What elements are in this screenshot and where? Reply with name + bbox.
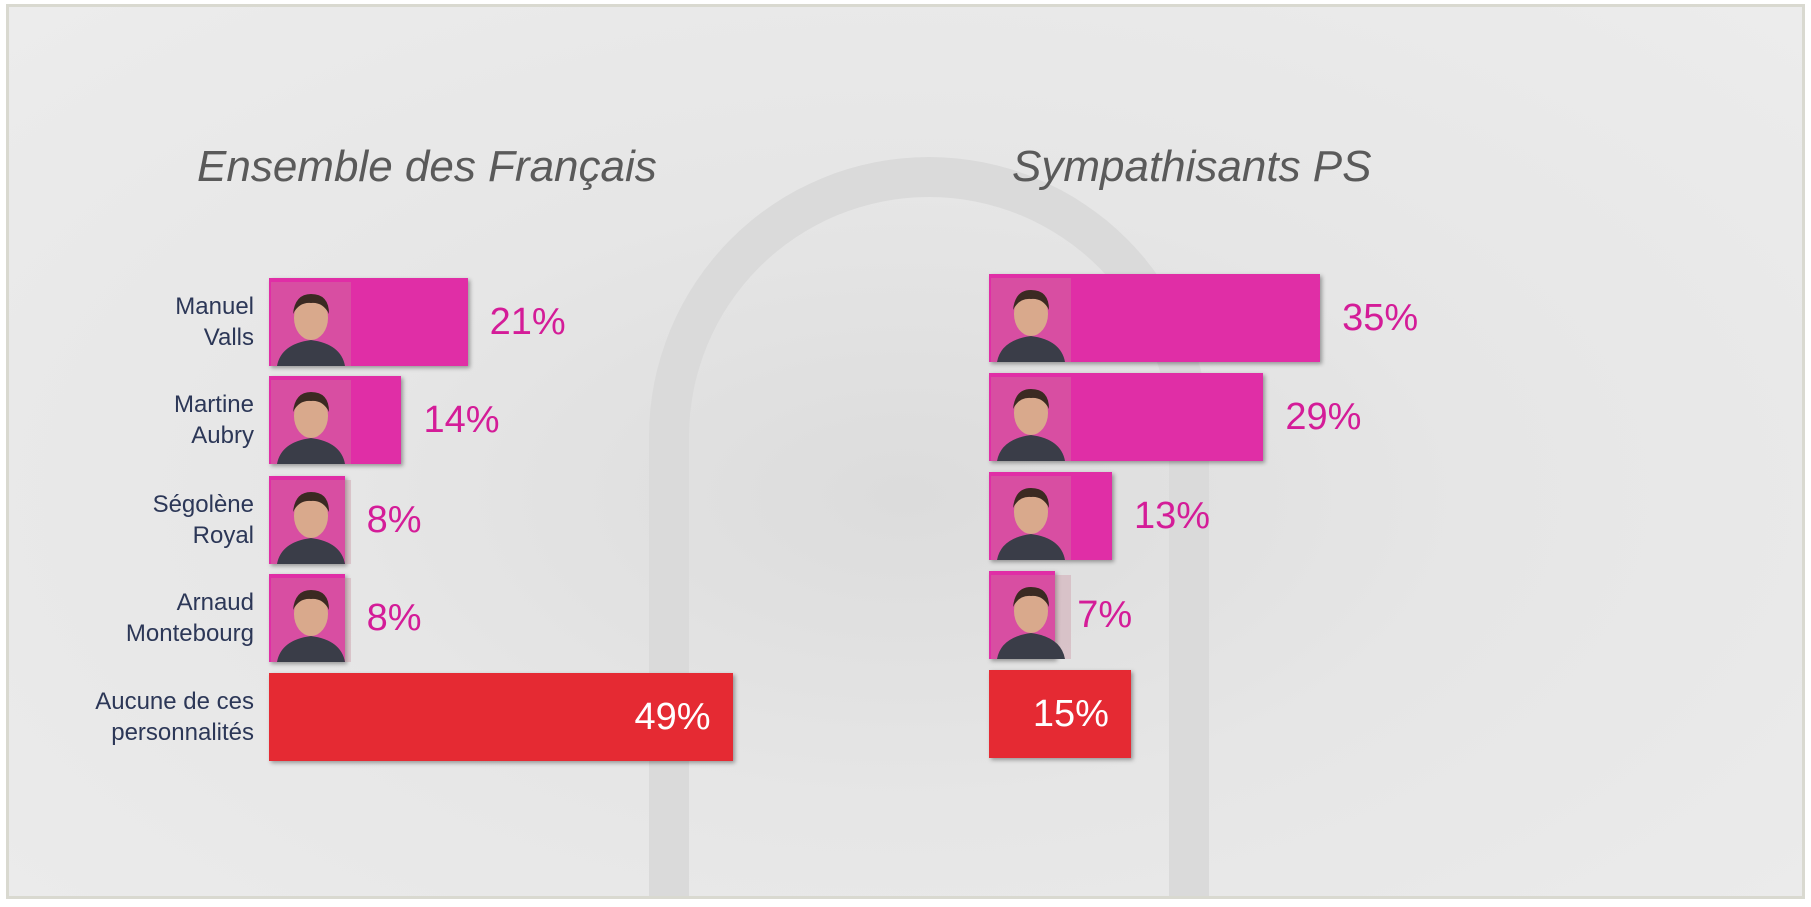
bar [269, 476, 351, 564]
value-label: 7% [1077, 594, 1133, 636]
portrait [271, 380, 351, 464]
bar [269, 376, 402, 464]
value-label: 13% [1133, 495, 1211, 537]
category-label: Aucune de ces personnalités [95, 688, 254, 746]
portrait [271, 282, 351, 366]
bar [269, 673, 733, 761]
portrait-figure [271, 380, 351, 464]
category-label: Ségolène Royal [152, 491, 254, 549]
category-label: Martine Aubry [173, 391, 254, 449]
bar [269, 278, 468, 366]
portrait-figure [271, 282, 351, 366]
bar [989, 274, 1321, 362]
category-label: Arnaud Montebourg [125, 589, 254, 647]
value-label: 8% [366, 597, 422, 639]
bar [989, 670, 1131, 758]
portrait-figure [271, 480, 351, 564]
value-label: 49% [634, 696, 711, 738]
portrait-figure [991, 476, 1071, 560]
value-label: 21% [489, 301, 566, 343]
portrait [991, 377, 1071, 461]
value-label: 14% [423, 399, 500, 441]
category-label: Manuel Valls [175, 293, 254, 351]
chart-page: Ensemble des Français Manuel Valls 21% Mart… [6, 4, 1805, 899]
bar [989, 373, 1264, 461]
portrait-figure [991, 575, 1071, 659]
portrait-figure [271, 578, 351, 662]
background-arch [649, 157, 1209, 896]
chart-title: Ensemble des Français [197, 142, 657, 191]
value-label: 15% [1032, 693, 1109, 735]
portrait [271, 578, 351, 662]
value-label: 35% [1342, 297, 1419, 339]
value-label: 8% [366, 499, 422, 541]
portrait-figure [991, 377, 1071, 461]
portrait [991, 278, 1071, 362]
bar [989, 472, 1112, 560]
portrait [271, 480, 351, 564]
value-label: 29% [1285, 396, 1362, 438]
portrait-figure [991, 278, 1071, 362]
portrait [991, 575, 1071, 659]
bar [269, 574, 351, 662]
bar [989, 571, 1071, 659]
chart-title: Sympathisants PS [1012, 142, 1372, 191]
portrait [991, 476, 1071, 560]
